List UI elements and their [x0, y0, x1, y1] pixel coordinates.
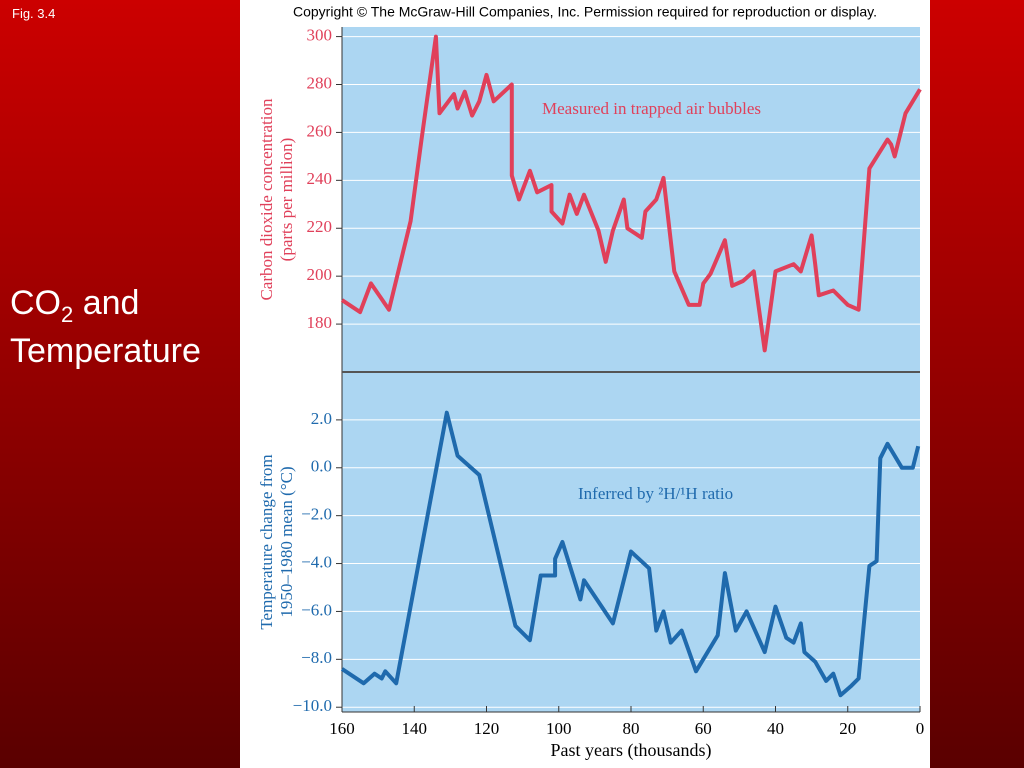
title-main: CO: [10, 284, 61, 322]
annotation: Inferred by ²H/¹H ratio: [578, 484, 733, 503]
y-tick-label: 260: [307, 121, 333, 140]
title-rest: and: [73, 284, 140, 322]
x-tick-label: 60: [695, 719, 712, 738]
y-axis-label: Carbon dioxide concentration(parts per m…: [257, 98, 296, 301]
x-axis-label: Past years (thousands): [551, 740, 712, 761]
figure-label: Fig. 3.4: [12, 6, 56, 21]
y-axis-label-line: 1950–1980 mean (°C): [277, 466, 296, 617]
x-tick-label: 80: [623, 719, 640, 738]
y-tick-label: −10.0: [293, 696, 332, 715]
x-tick-label: 20: [839, 719, 856, 738]
x-tick-label: 160: [329, 719, 355, 738]
annotation: Measured in trapped air bubbles: [542, 99, 761, 118]
y-tick-label: −4.0: [301, 552, 332, 571]
y-tick-label: −2.0: [301, 505, 332, 524]
data-line: [340, 34, 922, 353]
x-tick-label: 120: [474, 719, 500, 738]
y-tick-label: 280: [307, 73, 333, 92]
x-tick-label: 0: [916, 719, 925, 738]
title-sub: 2: [61, 301, 74, 327]
slide-title: CO2 and: [10, 284, 139, 328]
figure: Copyright © The McGraw-Hill Companies, I…: [240, 0, 930, 768]
y-tick-label: 180: [307, 313, 333, 332]
slide-title-line2: Temperature: [10, 332, 201, 370]
y-tick-label: −6.0: [301, 600, 332, 619]
y-axis-label: Temperature change from1950–1980 mean (°…: [257, 454, 296, 629]
copyright: Copyright © The McGraw-Hill Companies, I…: [293, 4, 877, 20]
y-tick-label: 220: [307, 217, 333, 236]
y-tick-label: 240: [307, 169, 333, 188]
y-tick-label: 300: [307, 25, 333, 44]
y-axis-label-line: (parts per million): [277, 138, 296, 262]
y-tick-label: 200: [307, 265, 333, 284]
x-tick-label: 40: [767, 719, 784, 738]
y-axis-label-line: Temperature change from: [257, 454, 276, 629]
data-line: [340, 410, 921, 698]
y-tick-label: 2.0: [311, 409, 332, 428]
x-tick-label: 140: [402, 719, 428, 738]
y-tick-label: −8.0: [301, 648, 332, 667]
y-axis-label-line: Carbon dioxide concentration: [257, 98, 276, 301]
x-tick-label: 100: [546, 719, 572, 738]
plot-area: [342, 372, 920, 712]
y-tick-label: 0.0: [311, 457, 332, 476]
